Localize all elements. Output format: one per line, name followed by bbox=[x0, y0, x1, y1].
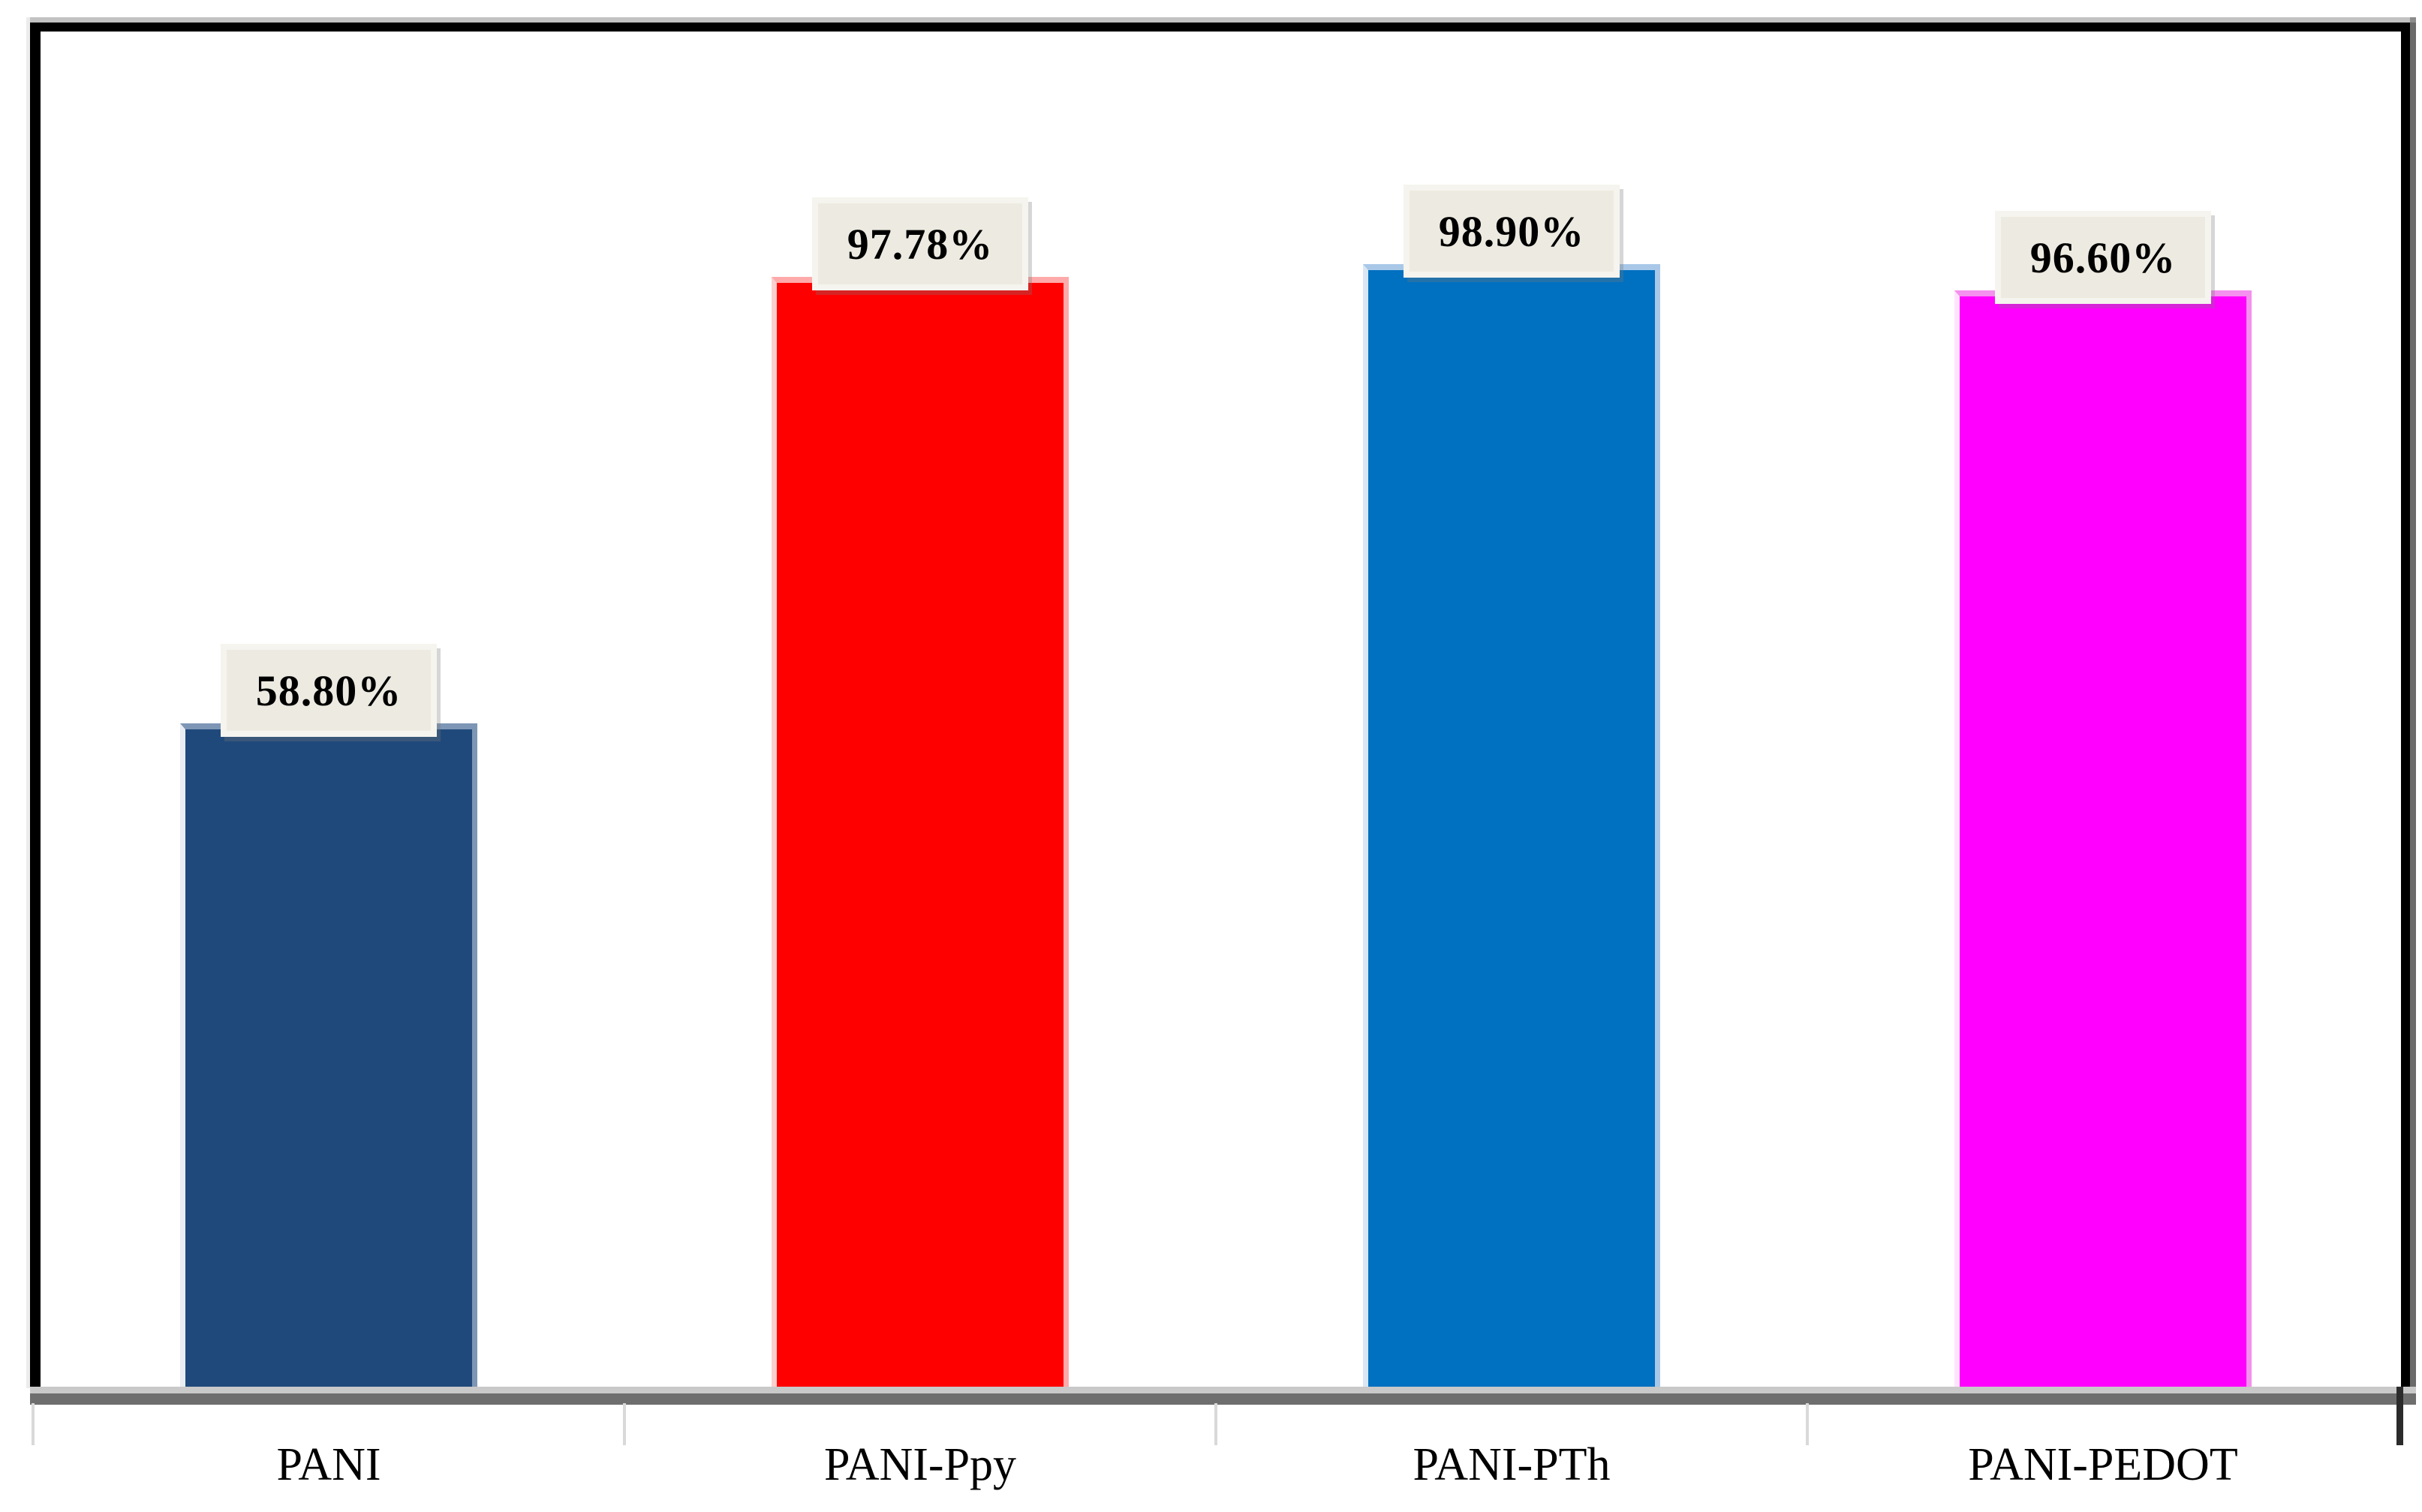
bar-pani-ppy bbox=[772, 277, 1069, 1396]
value-label-box: 97.78% bbox=[812, 197, 1028, 290]
bar-pani-pth bbox=[1363, 264, 1660, 1396]
bar-pani-pedot bbox=[1954, 290, 2252, 1396]
x-axis-label-pani-ppy: PANI-Ppy bbox=[823, 1438, 1017, 1490]
x-axis-label-pani-pedot: PANI-PEDOT bbox=[1968, 1438, 2238, 1490]
x-axis-label-pani: PANI bbox=[276, 1438, 381, 1490]
x-axis-tick bbox=[1214, 1403, 1217, 1445]
x-axis-shadow-line bbox=[30, 1393, 2416, 1405]
x-axis-tick bbox=[1806, 1403, 1809, 1445]
value-label: 98.90% bbox=[1438, 206, 1585, 256]
value-label: 58.80% bbox=[255, 666, 402, 715]
x-axis-tick bbox=[623, 1403, 626, 1445]
value-label-box: 58.80% bbox=[221, 644, 437, 737]
x-axis-line bbox=[30, 1387, 2416, 1393]
value-label-box: 98.90% bbox=[1404, 185, 1620, 278]
value-label-box: 96.60% bbox=[1995, 211, 2211, 304]
bar-pani bbox=[180, 723, 477, 1396]
value-label: 97.78% bbox=[847, 219, 994, 269]
x-axis-tick bbox=[32, 1403, 35, 1445]
value-label: 96.60% bbox=[2029, 233, 2177, 282]
x-axis-label-pani-pth: PANI-PTh bbox=[1413, 1438, 1611, 1490]
x-axis-tick-right bbox=[2396, 1387, 2403, 1445]
